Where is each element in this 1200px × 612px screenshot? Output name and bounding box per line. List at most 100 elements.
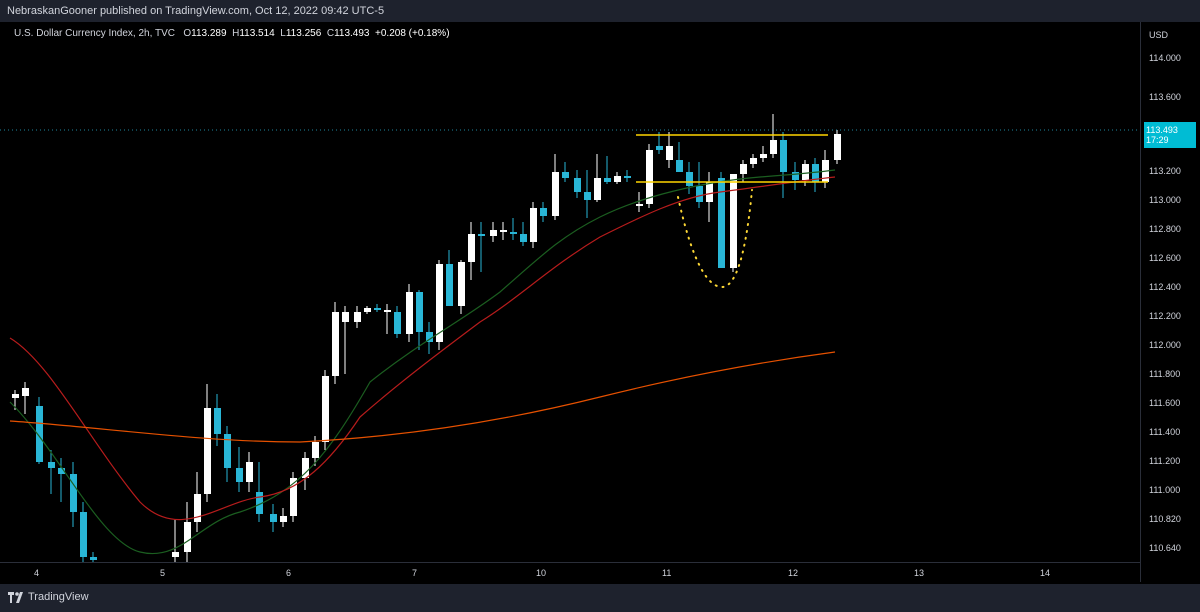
time-axis[interactable]: 4 5 6 7 10 11 12 13 14 (0, 562, 1140, 585)
time-tick: 6 (286, 568, 292, 578)
countdown-value: 17:29 (1146, 135, 1169, 145)
time-tick: 10 (536, 568, 547, 578)
candle-body (604, 178, 611, 182)
price-tick: 111.000 (1149, 485, 1181, 495)
candle-body (12, 394, 19, 398)
candle-body (416, 292, 423, 332)
candle-body (834, 134, 841, 160)
price-tick: 110.640 (1149, 543, 1181, 553)
candle-body (520, 234, 527, 242)
candle-body (194, 494, 201, 522)
candle-body (614, 176, 621, 182)
low-value: 113.256 (285, 28, 322, 39)
candle-body (540, 208, 547, 216)
candle-body (224, 434, 231, 468)
candle-body (706, 182, 713, 202)
close-label: C (326, 28, 335, 39)
footer: TradingView (0, 584, 1200, 612)
price-tick: 113.200 (1149, 166, 1181, 176)
price-tick: 111.800 (1149, 369, 1181, 379)
change-value: +0.208 (+0.18%) (375, 28, 450, 39)
candle-body (22, 388, 29, 396)
candle-body (342, 312, 349, 322)
price-tick: 112.400 (1149, 282, 1181, 292)
candle-body (58, 468, 65, 474)
candle-body (624, 176, 631, 178)
candle-body (384, 310, 391, 312)
candle-body (436, 264, 443, 342)
candle-body (594, 178, 601, 200)
price-tick: 111.200 (1149, 456, 1181, 466)
open-label: O (183, 28, 192, 39)
time-tick: 7 (412, 568, 418, 578)
candle-body (406, 292, 413, 334)
candle-body (802, 164, 809, 180)
price-tick: 112.200 (1149, 311, 1181, 321)
candle-body (270, 514, 277, 522)
currency-label: USD (1149, 30, 1169, 40)
candle-body (780, 140, 787, 172)
candle-body (666, 146, 673, 160)
close-value: 113.493 (334, 28, 370, 39)
candle-body (90, 557, 97, 560)
time-tick: 4 (34, 568, 40, 578)
candle-body (750, 158, 757, 164)
low-label: L (280, 28, 286, 39)
candle-body (364, 308, 371, 312)
publisher-text: NebraskanGooner published on TradingView… (7, 5, 385, 17)
price-tick: 114.000 (1149, 53, 1181, 63)
candle-body (500, 230, 507, 232)
candle-body (792, 172, 799, 180)
candle-body (36, 406, 43, 462)
candle-body (718, 178, 725, 268)
publisher-header: NebraskanGooner published on TradingView… (0, 0, 1200, 22)
footer-brand: TradingView (28, 591, 89, 603)
time-tick: 5 (160, 568, 166, 578)
candle-body (374, 308, 381, 310)
price-tick: 112.600 (1149, 253, 1181, 263)
candle-body (426, 332, 433, 342)
price-tick: 111.600 (1149, 398, 1181, 408)
last-price-badge: 113.493 17:29 (1144, 122, 1196, 148)
price-tick: 112.800 (1149, 224, 1181, 234)
candle-body (468, 234, 475, 262)
candle-body (458, 262, 465, 306)
candle-body (80, 512, 87, 557)
candle-body (686, 172, 693, 186)
price-tick: 113.000 (1149, 195, 1181, 205)
candle-body (394, 312, 401, 334)
candle-body (478, 234, 485, 236)
candle-body (172, 552, 179, 557)
time-tick: 13 (914, 568, 925, 578)
price-chart[interactable] (0, 22, 1140, 562)
candle-body (446, 264, 453, 306)
candle-body (322, 376, 329, 442)
candle-body (280, 516, 287, 522)
candle-body (246, 462, 253, 482)
candle-body (490, 230, 497, 236)
candle-body (656, 146, 663, 150)
price-tick: 113.600 (1149, 92, 1181, 102)
candle-body (70, 474, 77, 512)
candle-body (214, 408, 221, 434)
symbol-title: U.S. Dollar Currency Index, 2h, TVC (14, 28, 175, 39)
price-tick: 110.820 (1149, 514, 1181, 524)
price-tick: 111.400 (1149, 427, 1181, 437)
candle-body (204, 408, 211, 494)
price-axis[interactable]: USD 114.000 113.600 113.200 113.000 112.800 1… (1140, 22, 1200, 582)
symbol-legend: U.S. Dollar Currency Index, 2h, TVC O113… (14, 28, 450, 39)
candle-body (354, 312, 361, 322)
candle-body (312, 442, 319, 458)
candle-body (290, 478, 297, 516)
ema-slow-line (9, 351, 836, 443)
price-tick: 112.000 (1149, 340, 1181, 350)
time-tick: 11 (662, 568, 672, 578)
candle-body (730, 174, 737, 268)
candle-body (530, 208, 537, 242)
candle-body (584, 192, 591, 200)
open-value: 113.289 (191, 28, 227, 39)
candle-body (740, 164, 747, 174)
candle-body (770, 140, 777, 154)
candle-body (184, 522, 191, 552)
high-label: H (232, 28, 240, 39)
